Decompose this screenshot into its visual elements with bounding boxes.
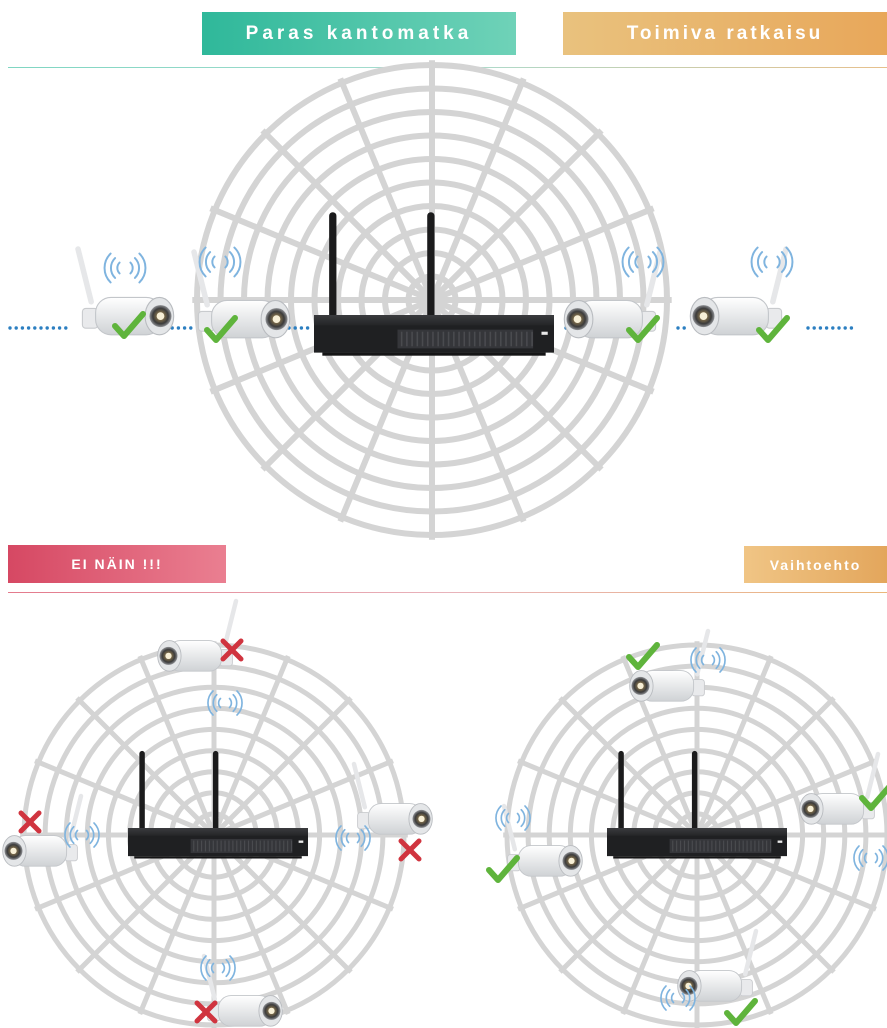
check-1 — [112, 311, 146, 339]
wifi-2 — [198, 246, 242, 278]
check-3 — [626, 315, 660, 343]
wifi-3 — [621, 246, 665, 278]
wifi-alt-right — [853, 845, 887, 871]
banner-alternative: Vaihtoehto — [744, 546, 887, 583]
camera-1 — [75, 246, 175, 336]
cross-right — [398, 838, 422, 862]
wifi-1 — [103, 252, 147, 284]
cross-bottom — [194, 1000, 218, 1024]
check-2 — [204, 315, 238, 343]
check-alt-bottom — [724, 998, 758, 1026]
check-alt-left — [486, 855, 520, 883]
devices — [2, 212, 887, 1027]
check-alt-top — [626, 642, 660, 670]
camera-wrong-left — [2, 793, 84, 867]
camera-alt-top — [629, 628, 711, 702]
wifi-alt-left — [495, 805, 531, 831]
check-alt-right — [859, 784, 887, 811]
wifi-4 — [750, 246, 794, 278]
dots-right — [676, 326, 686, 330]
cross-left — [18, 810, 42, 834]
wifi-alt-top — [690, 647, 726, 673]
wifi-wrong-right — [335, 825, 371, 851]
check-4 — [756, 315, 790, 343]
dots-far-right — [806, 326, 854, 330]
camera-alt-right — [799, 751, 881, 825]
bottom-divider — [8, 592, 887, 593]
wifi-wrong-left — [64, 822, 100, 848]
camera-wrong-right — [351, 761, 433, 835]
nvr-main — [314, 212, 554, 356]
banner-solution: Toimiva ratkaisu — [563, 12, 887, 55]
wifi-wrong-top — [207, 690, 243, 716]
cross-top — [220, 638, 244, 662]
nvr-alternative — [607, 750, 787, 859]
range-web-alternative — [503, 641, 887, 1028]
camera-wrong-top — [157, 598, 239, 672]
banner-wrong: EI NÄIN !!! — [8, 545, 226, 583]
banner-range: Paras kantomatka — [202, 12, 516, 55]
camera-4 — [689, 246, 789, 336]
nvr-wrong — [128, 750, 308, 859]
camera-3 — [563, 249, 663, 339]
dots-far-left — [8, 326, 68, 330]
signal-range-webs — [20, 60, 887, 1028]
